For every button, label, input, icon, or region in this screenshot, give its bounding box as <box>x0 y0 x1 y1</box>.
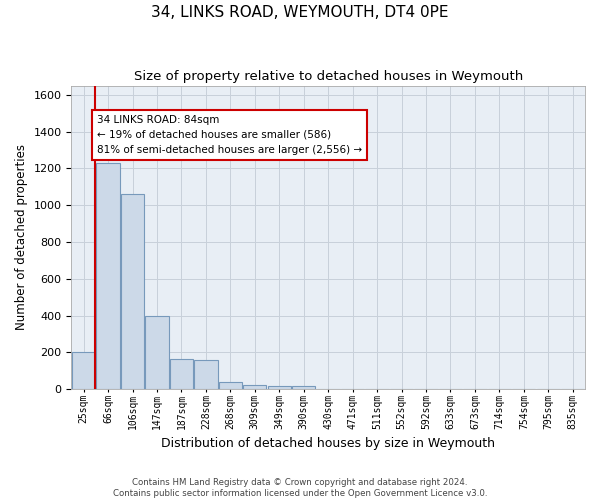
Bar <box>145 316 169 389</box>
Bar <box>292 386 316 389</box>
Text: 34 LINKS ROAD: 84sqm
← 19% of detached houses are smaller (586)
81% of semi-deta: 34 LINKS ROAD: 84sqm ← 19% of detached h… <box>97 115 362 154</box>
Text: 34, LINKS ROAD, WEYMOUTH, DT4 0PE: 34, LINKS ROAD, WEYMOUTH, DT4 0PE <box>151 5 449 20</box>
Bar <box>72 352 95 389</box>
Bar <box>219 382 242 389</box>
Bar <box>97 163 120 389</box>
Bar <box>268 386 291 389</box>
Bar <box>170 359 193 389</box>
Text: Contains HM Land Registry data © Crown copyright and database right 2024.
Contai: Contains HM Land Registry data © Crown c… <box>113 478 487 498</box>
Bar <box>243 384 266 389</box>
Title: Size of property relative to detached houses in Weymouth: Size of property relative to detached ho… <box>134 70 523 83</box>
Y-axis label: Number of detached properties: Number of detached properties <box>15 144 28 330</box>
Bar <box>194 360 218 389</box>
X-axis label: Distribution of detached houses by size in Weymouth: Distribution of detached houses by size … <box>161 437 495 450</box>
Bar <box>121 194 144 389</box>
